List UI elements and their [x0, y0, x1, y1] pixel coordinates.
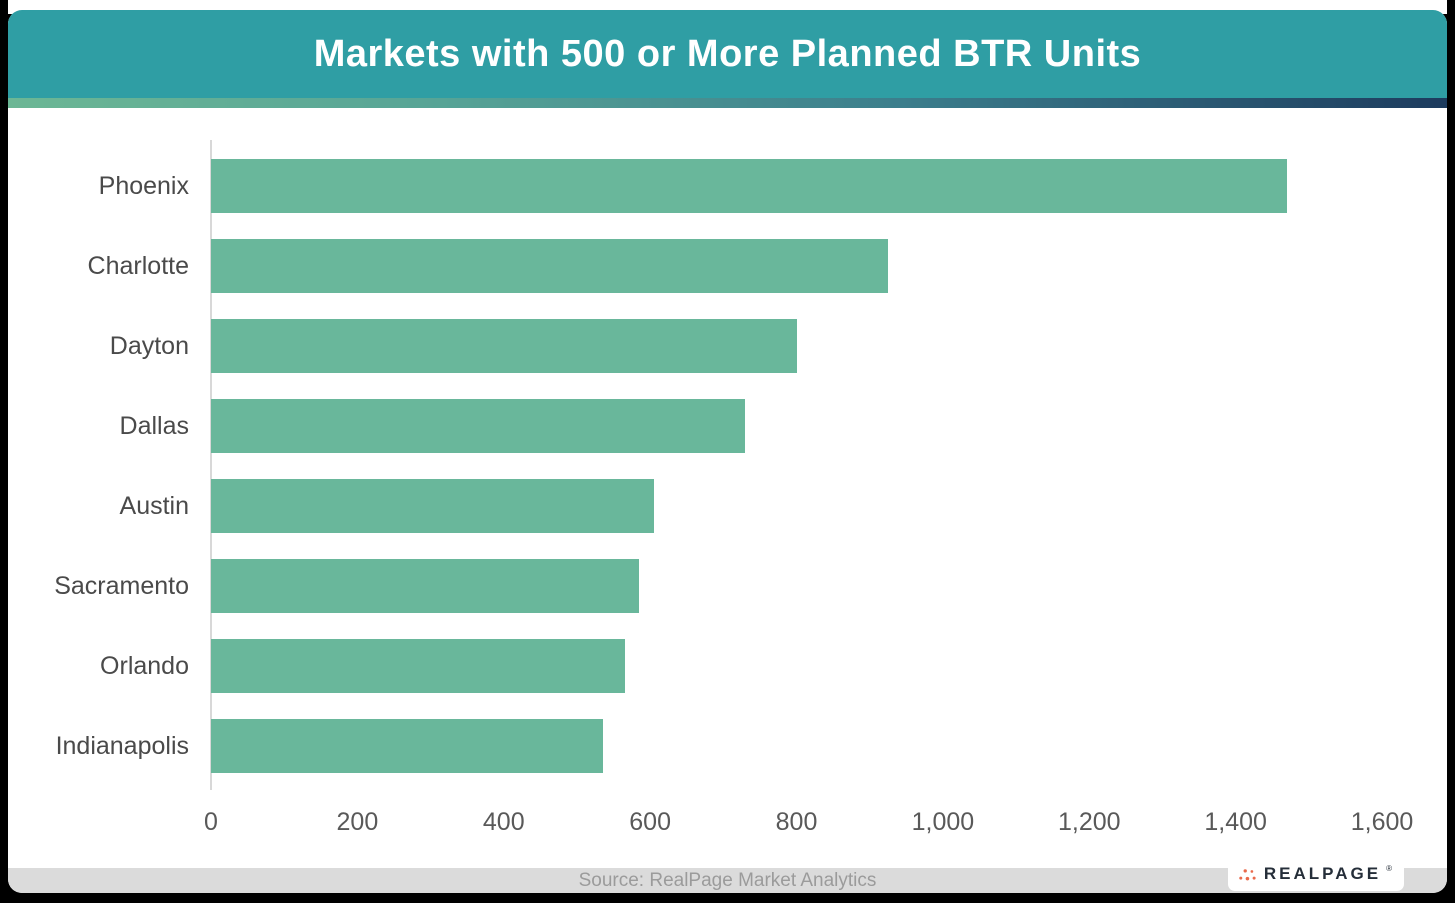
bar	[211, 319, 797, 373]
category-label: Dallas	[119, 411, 189, 440]
category-label: Orlando	[100, 651, 189, 680]
x-tick-label: 400	[482, 808, 525, 836]
x-tick-label: 600	[629, 808, 671, 836]
chart-row: Charlotte	[88, 226, 1382, 306]
x-tick-label: 800	[775, 808, 818, 836]
realpage-logo: REALPAGE ®	[1228, 857, 1404, 891]
bar	[211, 159, 1287, 213]
category-label: Sacramento	[54, 571, 189, 600]
x-tick-label: 0	[204, 808, 218, 836]
source-text: Source: RealPage Market Analytics	[578, 869, 877, 891]
logo-dots-icon	[1239, 868, 1256, 880]
source-footer: Source: RealPage Market Analytics	[8, 868, 1447, 893]
chart-row: Indianapolis	[56, 706, 1382, 786]
chart-row: Austin	[120, 466, 1382, 546]
x-tick-label: 200	[336, 808, 379, 836]
chart-card: Markets with 500 or More Planned BTR Uni…	[8, 10, 1447, 893]
x-axis-ticks: 0 200 400 600 800 1,000 1,200 1,400 1,600	[204, 808, 1413, 848]
category-label: Phoenix	[98, 171, 189, 200]
bar	[211, 719, 603, 773]
x-tick-label: 1,400	[1204, 808, 1267, 836]
x-tick-label: 1,000	[911, 808, 975, 836]
bar	[211, 399, 746, 453]
category-label: Dayton	[109, 331, 189, 360]
page-title: Markets with 500 or More Planned BTR Uni…	[313, 32, 1142, 75]
y-axis-line	[210, 140, 212, 790]
category-label: Austin	[119, 491, 189, 520]
registered-mark-icon: ®	[1386, 863, 1392, 873]
chart-row: Orlando	[100, 626, 1382, 706]
chart-row: Dayton	[110, 306, 1382, 386]
chart-header: Markets with 500 or More Planned BTR Uni…	[8, 10, 1447, 98]
chart-row: Sacramento	[54, 546, 1382, 626]
gradient-divider	[8, 98, 1447, 108]
category-label: Charlotte	[87, 251, 189, 280]
x-tick-label: 1,600	[1350, 808, 1414, 836]
chart-row: Phoenix	[99, 146, 1382, 226]
logo-wordmark: REALPAGE	[1263, 864, 1382, 883]
category-label: Indianapolis	[55, 731, 189, 760]
plot-area: Phoenix Charlotte Dayton Dallas Austin Sacram…	[54, 146, 1382, 786]
bar	[211, 239, 888, 293]
bar	[211, 479, 654, 533]
bar-chart: Phoenix Charlotte Dayton Dallas Austin Sacram…	[8, 108, 1447, 868]
bar	[211, 639, 625, 693]
x-tick-label: 1,200	[1057, 808, 1121, 836]
chart-row: Dallas	[120, 386, 1382, 466]
bar	[211, 559, 640, 613]
